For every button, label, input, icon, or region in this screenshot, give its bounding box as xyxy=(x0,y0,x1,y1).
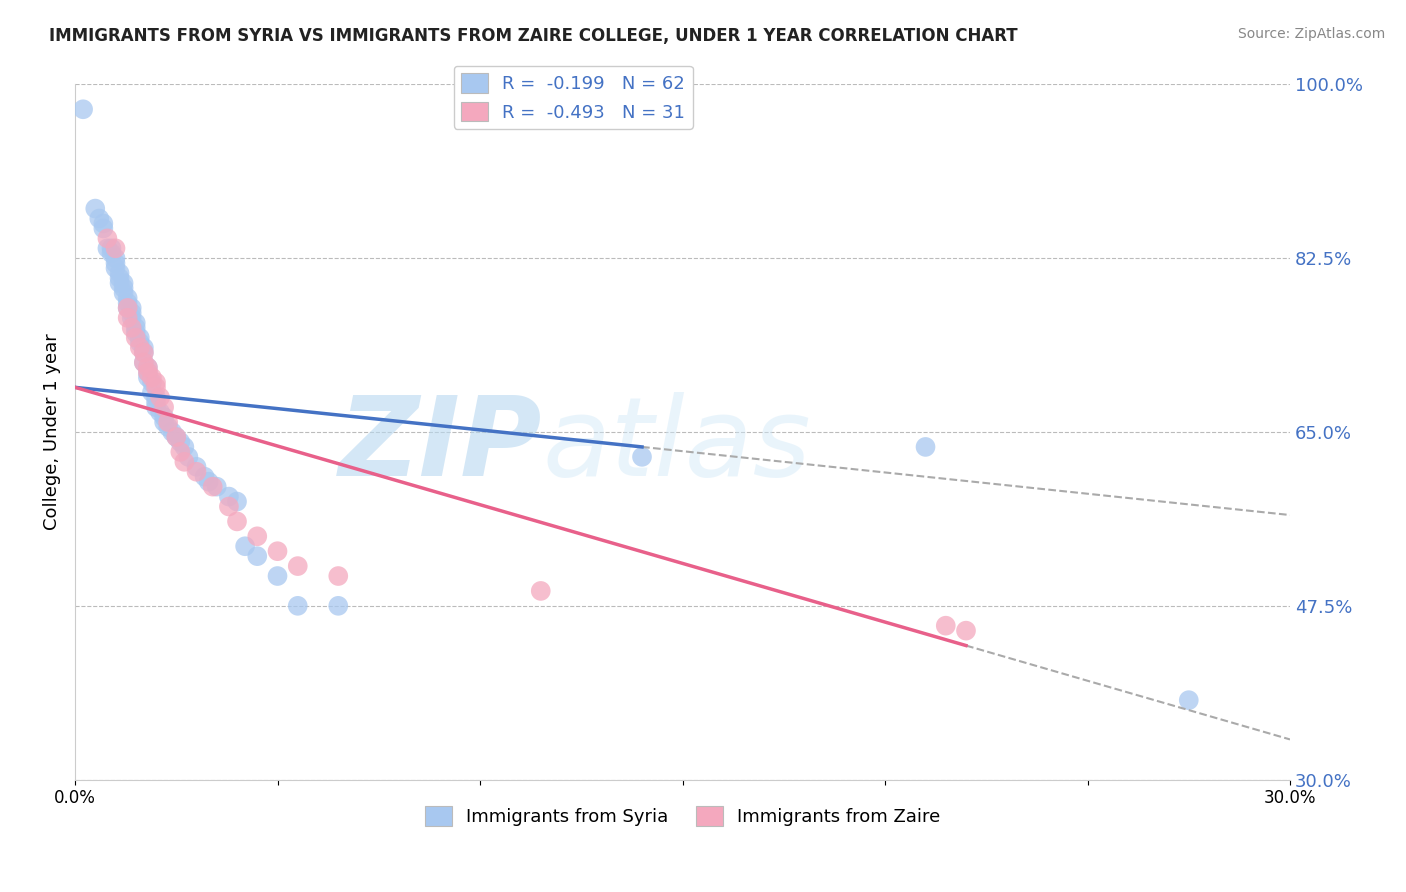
Point xyxy=(136,360,159,375)
Point xyxy=(108,276,131,290)
Point xyxy=(246,549,269,564)
Point xyxy=(186,459,208,474)
Point xyxy=(266,544,288,558)
Point xyxy=(93,221,115,235)
Legend: Immigrants from Syria, Immigrants from Zaire: Immigrants from Syria, Immigrants from Z… xyxy=(418,799,948,833)
Point xyxy=(121,320,143,334)
Point xyxy=(266,569,288,583)
Point xyxy=(96,231,118,245)
Point xyxy=(125,326,148,340)
Point xyxy=(136,370,159,384)
Point xyxy=(173,455,195,469)
Point xyxy=(328,599,350,613)
Point xyxy=(173,440,195,454)
Point xyxy=(121,306,143,320)
Point xyxy=(108,266,131,280)
Point xyxy=(108,271,131,285)
Point xyxy=(157,415,180,429)
Point xyxy=(112,276,135,290)
Point xyxy=(194,469,217,483)
Point xyxy=(631,450,654,464)
Point xyxy=(132,345,155,359)
Point xyxy=(186,465,208,479)
Point xyxy=(104,241,127,255)
Point xyxy=(145,401,167,415)
Point xyxy=(117,291,139,305)
Point xyxy=(117,301,139,315)
Point xyxy=(117,296,139,310)
Text: atlas: atlas xyxy=(543,392,811,500)
Point xyxy=(145,380,167,394)
Point xyxy=(955,624,977,638)
Point xyxy=(328,569,350,583)
Point xyxy=(226,494,249,508)
Point xyxy=(141,385,163,400)
Point xyxy=(128,335,150,350)
Point xyxy=(100,246,122,260)
Point xyxy=(201,480,224,494)
Point xyxy=(112,281,135,295)
Point xyxy=(218,500,240,514)
Point xyxy=(84,202,107,216)
Point xyxy=(132,355,155,369)
Point xyxy=(89,211,111,226)
Point xyxy=(914,440,936,454)
Text: ZIP: ZIP xyxy=(339,392,543,500)
Point xyxy=(136,360,159,375)
Point xyxy=(165,430,187,444)
Point xyxy=(136,366,159,380)
Text: Source: ZipAtlas.com: Source: ZipAtlas.com xyxy=(1237,27,1385,41)
Point xyxy=(141,370,163,384)
Point xyxy=(530,583,553,598)
Point xyxy=(169,434,191,449)
Point xyxy=(132,355,155,369)
Point xyxy=(935,618,957,632)
Point xyxy=(246,529,269,543)
Point xyxy=(1177,693,1199,707)
Point xyxy=(205,480,228,494)
Point xyxy=(136,366,159,380)
Point xyxy=(117,301,139,315)
Point xyxy=(169,445,191,459)
Point xyxy=(145,390,167,404)
Point xyxy=(145,376,167,390)
Point xyxy=(226,515,249,529)
Point xyxy=(157,420,180,434)
Point xyxy=(96,241,118,255)
Point xyxy=(141,376,163,390)
Point xyxy=(145,395,167,409)
Point xyxy=(218,490,240,504)
Point xyxy=(165,430,187,444)
Point xyxy=(287,559,309,574)
Point xyxy=(132,341,155,355)
Point xyxy=(121,310,143,325)
Point xyxy=(128,331,150,345)
Y-axis label: College, Under 1 year: College, Under 1 year xyxy=(44,334,60,531)
Point xyxy=(287,599,309,613)
Point xyxy=(104,256,127,270)
Point xyxy=(104,261,127,276)
Point xyxy=(125,320,148,334)
Point xyxy=(72,102,94,116)
Point xyxy=(112,285,135,300)
Point xyxy=(160,425,183,439)
Point xyxy=(104,251,127,265)
Point xyxy=(125,316,148,330)
Point xyxy=(100,241,122,255)
Point xyxy=(153,410,176,425)
Text: IMMIGRANTS FROM SYRIA VS IMMIGRANTS FROM ZAIRE COLLEGE, UNDER 1 YEAR CORRELATION: IMMIGRANTS FROM SYRIA VS IMMIGRANTS FROM… xyxy=(49,27,1018,45)
Point xyxy=(153,415,176,429)
Point xyxy=(149,390,172,404)
Point xyxy=(149,405,172,419)
Point xyxy=(197,475,219,489)
Point xyxy=(177,450,200,464)
Point xyxy=(117,310,139,325)
Point xyxy=(121,301,143,315)
Point xyxy=(153,401,176,415)
Point xyxy=(93,217,115,231)
Point xyxy=(128,341,150,355)
Point xyxy=(125,331,148,345)
Point xyxy=(132,345,155,359)
Point xyxy=(233,539,256,553)
